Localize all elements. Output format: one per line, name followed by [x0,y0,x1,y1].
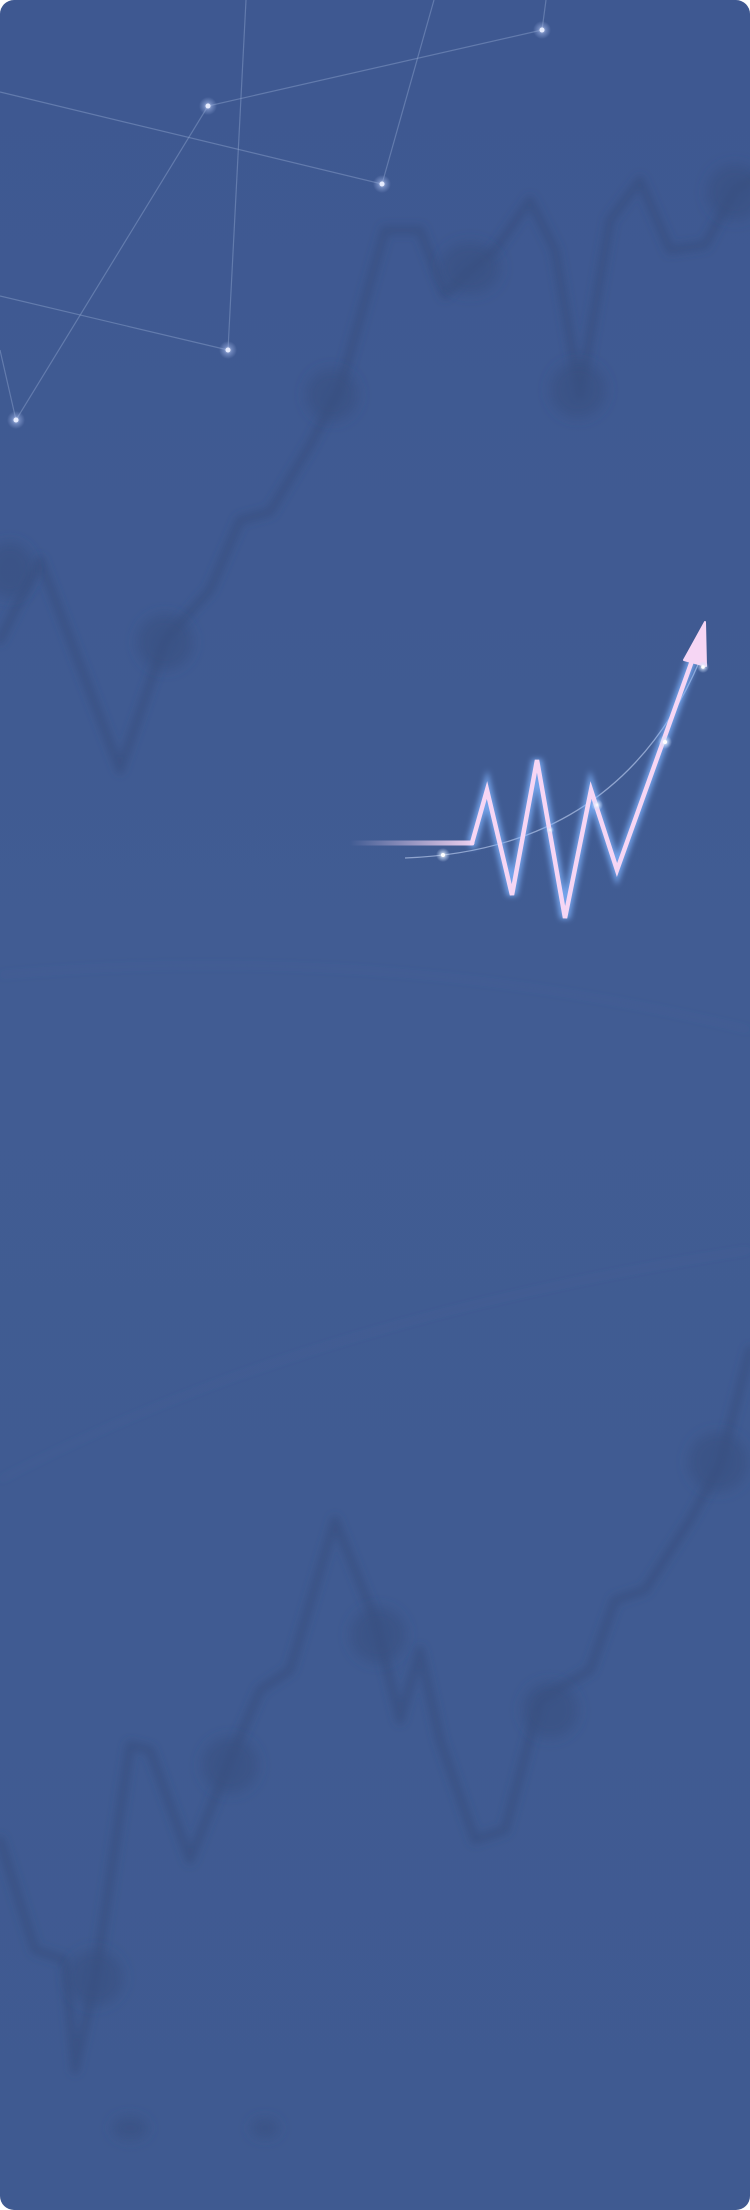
arrow-head [683,621,707,667]
zigzag-line [469,657,696,919]
